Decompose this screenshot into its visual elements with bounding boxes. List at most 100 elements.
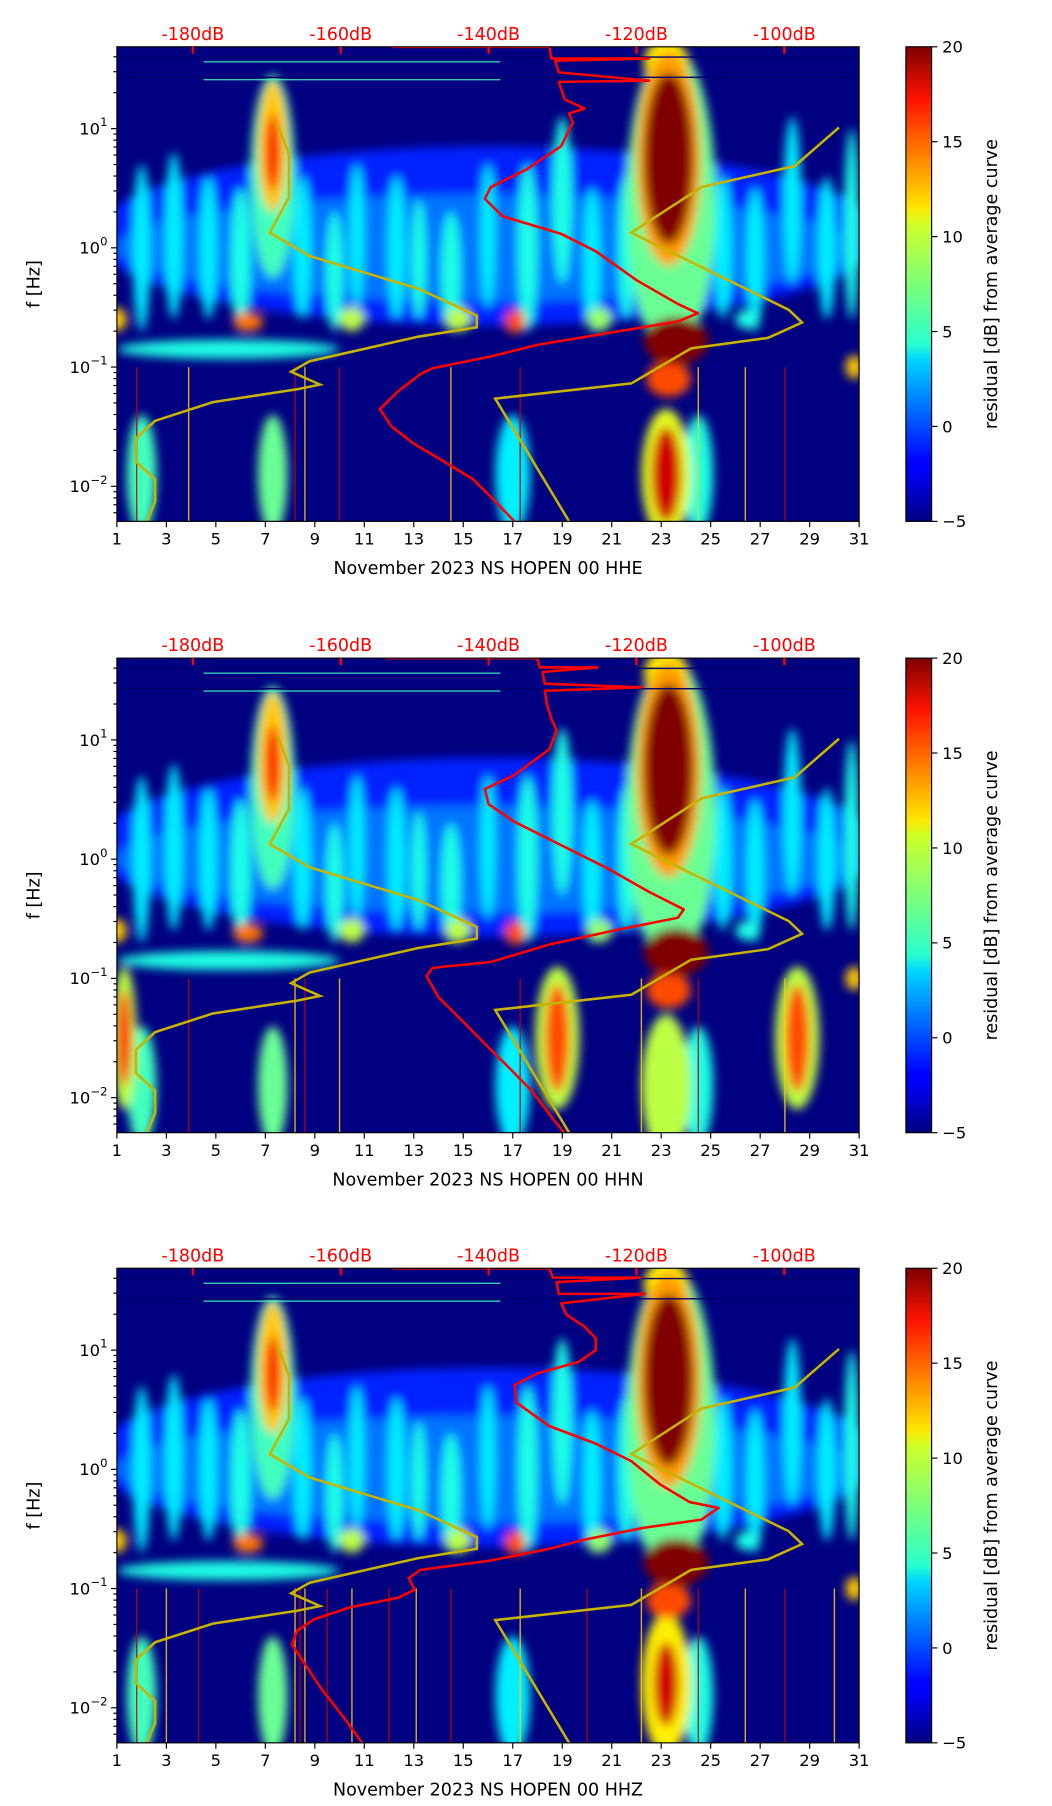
x-axis-tick-label: 19 — [552, 1751, 573, 1770]
heatmap-cell — [265, 114, 281, 191]
x-axis-tick-label: 3 — [161, 1751, 171, 1770]
x-axis-tick-label: 31 — [849, 1141, 870, 1160]
colorbar-tick-label: 10 — [942, 839, 963, 858]
y-tick-exponent: 1 — [100, 727, 107, 741]
median-psd-line — [385, 658, 686, 1133]
heatmap-cell — [325, 212, 344, 332]
x-axis-tick-label: 17 — [502, 1751, 523, 1770]
colorbar-tick-label: 20 — [942, 38, 963, 57]
y-axis-tick-label: 10−1 — [69, 1575, 107, 1598]
heatmap-cell — [495, 1026, 531, 1133]
y-tick-exponent: −2 — [90, 1084, 107, 1098]
heatmap-cell — [646, 361, 691, 397]
heatmap-cell — [165, 1373, 183, 1541]
x-axis-tick-label: 19 — [552, 1141, 573, 1160]
median-psd-line — [290, 1268, 720, 1743]
heatmap-cell — [651, 426, 681, 522]
heatmap-cell — [517, 775, 538, 943]
y-tick-base: 10 — [69, 477, 90, 496]
y-axis-tick-label: 10−2 — [69, 1084, 107, 1107]
heatmap-cell — [505, 921, 526, 946]
heatmap-cell — [116, 918, 127, 943]
heatmap-cell — [643, 1538, 709, 1587]
top-axis-tick-label: -140dB — [457, 25, 520, 45]
x-axis-tick-label: 13 — [403, 1751, 424, 1770]
heatmap-cell — [646, 972, 691, 1009]
y-tick-base: 10 — [79, 850, 100, 869]
x-axis-tick-label: 17 — [502, 530, 523, 549]
x-axis-tick-label: 9 — [310, 1141, 320, 1160]
top-axis-tick-label: -160dB — [309, 1246, 372, 1266]
y-axis-tick-label: 101 — [79, 727, 107, 750]
heatmap-cell — [325, 1433, 344, 1553]
spectrogram-area — [116, 46, 860, 522]
colorbar — [905, 1267, 933, 1744]
y-axis-tick-label: 101 — [79, 115, 107, 138]
heatmap-cell — [818, 1397, 836, 1541]
x-axis-title: November 2023 NS HOPEN 00 HHZ — [333, 1780, 643, 1800]
x-axis-tick-label: 23 — [651, 1141, 672, 1160]
heatmap-cell — [552, 116, 573, 284]
x-axis-title: November 2023 NS HOPEN 00 HHN — [332, 1170, 643, 1190]
x-axis-tick-label: 15 — [453, 1141, 474, 1160]
y-tick-exponent: 1 — [100, 115, 107, 129]
heatmap-cell — [445, 1528, 471, 1553]
heatmap-cell — [495, 1636, 531, 1743]
high-noise-model-line — [493, 737, 840, 1133]
y-tick-base: 10 — [79, 1460, 100, 1479]
heatmap-cell — [116, 307, 127, 332]
heatmap-cell — [230, 1409, 251, 1553]
heatmap-cell — [233, 923, 263, 943]
heatmap-cell — [844, 739, 860, 931]
colorbar-label: residual [dB] from average curve — [982, 750, 1002, 1040]
y-tick-base: 10 — [79, 731, 100, 750]
heatmap-cell — [233, 1533, 263, 1553]
low-noise-model-line — [134, 124, 479, 522]
top-axis-tick-label: -120dB — [605, 1246, 668, 1266]
top-axis-tick-label: -120dB — [605, 636, 668, 656]
heatmap-cell — [230, 188, 251, 332]
low-noise-model-line — [134, 1346, 479, 1743]
heatmap-cell — [480, 1385, 496, 1529]
heatmap-cell — [339, 1528, 365, 1553]
y-tick-exponent: 0 — [100, 846, 107, 860]
x-axis-tick-label: 15 — [453, 530, 474, 549]
median-psd-line — [378, 46, 700, 522]
heatmap-cell — [325, 823, 344, 943]
y-axis-tick-label: 10−2 — [69, 1694, 107, 1717]
x-axis-tick-label: 11 — [354, 1141, 375, 1160]
heatmap-cell — [552, 727, 573, 895]
low-noise-model-line — [134, 735, 479, 1133]
colorbar-tick-label: 15 — [942, 133, 963, 152]
heatmap-cell — [783, 1338, 801, 1506]
top-axis-tick-label: -160dB — [309, 636, 372, 656]
x-axis-tick-label: 5 — [211, 530, 221, 549]
colorbar — [905, 657, 933, 1134]
heatmap-cell — [735, 1531, 761, 1551]
heatmap-cell — [116, 1528, 127, 1553]
y-tick-base: 10 — [69, 358, 90, 377]
colorbar-tick-label: 5 — [942, 1544, 952, 1563]
heatmap-cell — [445, 918, 471, 943]
heatmap-cell — [199, 176, 218, 320]
colorbar-tick-label: 10 — [942, 1449, 963, 1468]
colorbar-tick-label: 15 — [942, 744, 963, 763]
heatmap-cell — [845, 1576, 860, 1601]
colorbar-tick-label: 5 — [942, 934, 952, 953]
heatmap-cell — [586, 307, 612, 332]
top-axis-tick-label: -180dB — [161, 25, 224, 45]
heatmap-cell — [505, 309, 526, 334]
heatmap-cell — [257, 1026, 288, 1133]
heatmap-cell — [641, 1014, 691, 1133]
spectrogram-area — [116, 1268, 860, 1743]
heatmap-cell — [517, 1385, 538, 1553]
colorbar-tick-label: 20 — [942, 1259, 963, 1278]
heatmap-cell — [746, 1409, 764, 1553]
heatmap-cell — [233, 312, 263, 332]
heatmap-cell — [411, 200, 427, 320]
heatmap-cell — [714, 1397, 732, 1541]
colorbar-tick-label: 5 — [942, 322, 952, 341]
x-axis-tick-label: 25 — [700, 1751, 721, 1770]
colorbar-tick-label: 15 — [942, 1354, 963, 1373]
x-axis-tick-label: 17 — [502, 1141, 523, 1160]
